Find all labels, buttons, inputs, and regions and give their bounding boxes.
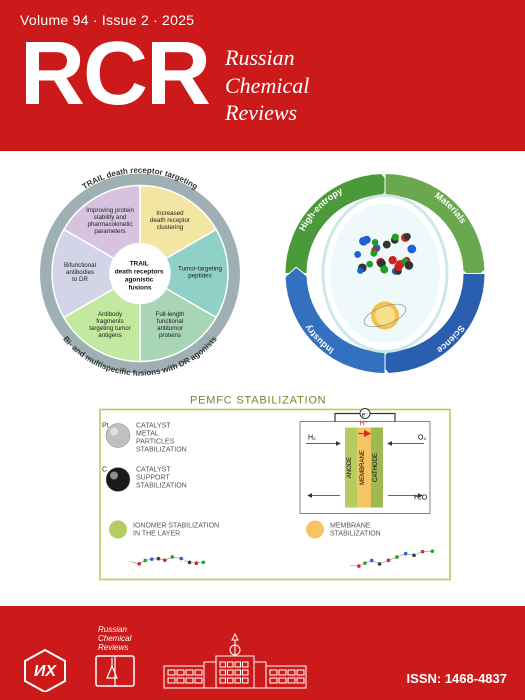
journal-subtitle: Russian Chemical Reviews xyxy=(225,44,309,127)
cycle-diagram: High-entropy Materials Science Industry xyxy=(285,174,485,374)
svg-text:O₂: O₂ xyxy=(418,435,426,442)
svg-text:Pt: Pt xyxy=(102,423,109,430)
pie-diagram: Improving proteinstability andpharmacoki… xyxy=(40,166,240,378)
svg-text:Russian: Russian xyxy=(98,625,127,634)
svg-text:MEMBRANE: MEMBRANE xyxy=(360,450,366,485)
cover-header: Volume 94·Issue 2·2025 RCR Russian Chemi… xyxy=(0,0,525,151)
svg-text:H₂: H₂ xyxy=(308,435,316,442)
svg-text:ИХ: ИХ xyxy=(34,663,58,680)
journal-cover: Volume 94·Issue 2·2025 RCR Russian Chemi… xyxy=(0,0,525,700)
svg-text:H⁺: H⁺ xyxy=(360,421,369,428)
svg-text:CATALYSTMETALPARTICLESSTABILIZ: CATALYSTMETALPARTICLESSTABILIZATION xyxy=(136,423,187,454)
pemfc-panel: PEMFC STABILIZATION Pt CATALYSTMETALPARTI… xyxy=(100,395,450,580)
cover-graphics: Improving proteinstability andpharmacoki… xyxy=(0,151,525,606)
svg-text:e⁻: e⁻ xyxy=(362,413,369,419)
title-row: RCR Russian Chemical Reviews xyxy=(20,34,505,127)
svg-text:Full-lengthfunctionalantitumor: Full-lengthfunctionalantitumorproteins xyxy=(156,311,185,339)
building-icon xyxy=(160,632,310,692)
hex-logo-icon: ИХ xyxy=(20,646,70,692)
svg-text:CATALYSTSUPPORTSTABILIZATION: CATALYSTSUPPORTSTABILIZATION xyxy=(136,467,187,490)
cover-footer: ИХ Russian Chemical Reviews xyxy=(0,606,525,700)
svg-text:C: C xyxy=(102,467,107,474)
svg-text:Chemical: Chemical xyxy=(98,634,132,643)
svg-text:CATHODE: CATHODE xyxy=(373,453,379,482)
svg-text:ANODE: ANODE xyxy=(347,457,353,478)
svg-text:MEMBRANESTABILIZATION: MEMBRANESTABILIZATION xyxy=(330,523,381,538)
journal-acronym: RCR xyxy=(20,34,209,115)
svg-text:PEMFC STABILIZATION: PEMFC STABILIZATION xyxy=(190,395,326,407)
svg-text:Reviews: Reviews xyxy=(98,643,128,652)
main-svg: Improving proteinstability andpharmacoki… xyxy=(10,161,515,596)
rcr-book-logo-icon: Russian Chemical Reviews xyxy=(88,622,142,692)
svg-text:IONOMER STABILIZATIONIN THE LA: IONOMER STABILIZATIONIN THE LAYER xyxy=(133,523,219,538)
issn-label: ISSN: 1468-4837 xyxy=(407,671,507,686)
